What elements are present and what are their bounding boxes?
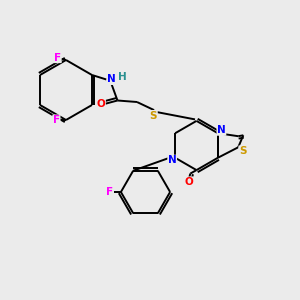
Text: N: N	[217, 125, 226, 135]
Text: N: N	[107, 74, 116, 85]
Text: F: F	[54, 52, 61, 63]
Text: H: H	[118, 72, 127, 82]
Text: F: F	[53, 115, 60, 125]
Text: S: S	[239, 146, 247, 156]
Text: N: N	[168, 155, 177, 165]
Text: O: O	[97, 99, 105, 109]
Text: O: O	[184, 177, 193, 187]
Text: S: S	[150, 110, 157, 121]
Text: F: F	[106, 187, 113, 197]
